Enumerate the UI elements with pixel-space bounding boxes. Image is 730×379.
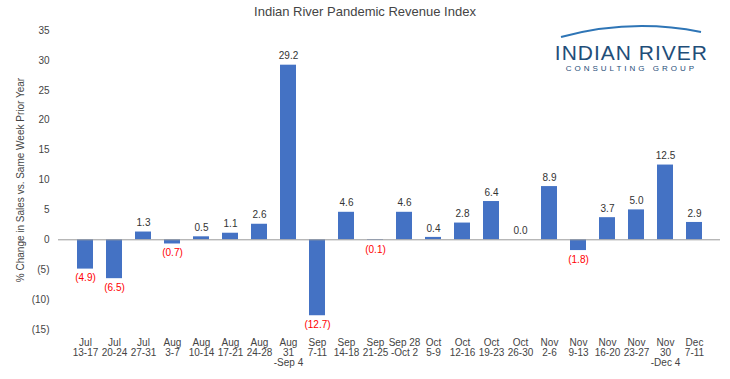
svg-text:1.3: 1.3 bbox=[137, 217, 151, 228]
svg-text:Jul13-17: Jul13-17 bbox=[73, 337, 99, 358]
svg-text:Aug31-Sep 4: Aug31-Sep 4 bbox=[274, 337, 304, 368]
svg-text:Nov9-13: Nov9-13 bbox=[568, 337, 588, 358]
svg-text:(0.1): (0.1) bbox=[365, 244, 386, 255]
svg-text:(15): (15) bbox=[32, 324, 50, 335]
svg-text:(10): (10) bbox=[32, 294, 50, 305]
svg-text:2.8: 2.8 bbox=[456, 208, 470, 219]
svg-text:15: 15 bbox=[38, 144, 50, 155]
svg-text:(12.7): (12.7) bbox=[304, 319, 330, 330]
svg-text:2.9: 2.9 bbox=[688, 208, 702, 219]
svg-text:% Change in Sales vs. Same Wee: % Change in Sales vs. Same Week Prior Ye… bbox=[15, 77, 26, 282]
svg-text:Jul27-31: Jul27-31 bbox=[131, 337, 157, 358]
svg-text:0.4: 0.4 bbox=[427, 223, 441, 234]
svg-text:Sep21-25: Sep21-25 bbox=[363, 337, 389, 358]
svg-text:Nov16-20: Nov16-20 bbox=[595, 337, 621, 358]
svg-text:3.7: 3.7 bbox=[601, 203, 615, 214]
svg-text:Sep7-11: Sep7-11 bbox=[308, 337, 328, 358]
svg-text:(1.8): (1.8) bbox=[568, 254, 589, 265]
svg-text:0.5: 0.5 bbox=[195, 222, 209, 233]
svg-text:6.4: 6.4 bbox=[485, 187, 499, 198]
svg-text:29.2: 29.2 bbox=[279, 50, 299, 61]
html-text:CONSULTING GROUP: CONSULTING GROUP bbox=[565, 64, 698, 73]
svg-text:30: 30 bbox=[38, 55, 50, 66]
svg-text:Oct26-30: Oct26-30 bbox=[508, 337, 534, 358]
svg-text:Nov2-6: Nov2-6 bbox=[541, 337, 559, 358]
svg-text:10: 10 bbox=[38, 174, 50, 185]
svg-text:20: 20 bbox=[38, 114, 50, 125]
html-text:Indian River Pandemic Revenue: Indian River Pandemic Revenue Index bbox=[254, 4, 476, 19]
svg-text:0.0: 0.0 bbox=[514, 225, 528, 236]
svg-text:4.6: 4.6 bbox=[398, 197, 412, 208]
svg-text:Aug24-28: Aug24-28 bbox=[247, 337, 273, 358]
svg-text:Oct12-16: Oct12-16 bbox=[450, 337, 476, 358]
svg-text:25: 25 bbox=[38, 85, 50, 96]
svg-text:4.6: 4.6 bbox=[340, 197, 354, 208]
html-text:INDIAN RIVER: INDIAN RIVER bbox=[554, 41, 708, 64]
svg-text:Aug17-21: Aug17-21 bbox=[218, 337, 244, 358]
svg-text:2.6: 2.6 bbox=[253, 209, 267, 220]
svg-text:5: 5 bbox=[44, 204, 50, 215]
svg-text:(5): (5) bbox=[37, 264, 49, 275]
svg-text:35: 35 bbox=[38, 25, 50, 36]
svg-text:Oct5-9: Oct5-9 bbox=[426, 337, 442, 358]
svg-text:12.5: 12.5 bbox=[656, 150, 676, 161]
svg-text:Sep 28-Oct 2: Sep 28-Oct 2 bbox=[389, 337, 421, 358]
svg-text:Dec7-11: Dec7-11 bbox=[685, 337, 705, 358]
svg-text:8.9: 8.9 bbox=[543, 172, 557, 183]
svg-text:0: 0 bbox=[44, 234, 50, 245]
svg-text:(0.7): (0.7) bbox=[162, 247, 183, 258]
svg-text:Jul20-24: Jul20-24 bbox=[102, 337, 128, 358]
svg-text:Nov30-Dec 4: Nov30-Dec 4 bbox=[651, 337, 681, 368]
svg-text:Sep14-18: Sep14-18 bbox=[334, 337, 360, 358]
svg-text:Aug10-14: Aug10-14 bbox=[189, 337, 215, 358]
svg-text:Oct19-23: Oct19-23 bbox=[479, 337, 505, 358]
svg-text:Nov23-27: Nov23-27 bbox=[624, 337, 650, 358]
svg-text:(6.5): (6.5) bbox=[104, 282, 125, 293]
svg-text:(4.9): (4.9) bbox=[75, 272, 96, 283]
svg-text:5.0: 5.0 bbox=[630, 195, 644, 206]
svg-text:Aug3-7: Aug3-7 bbox=[164, 337, 182, 358]
svg-text:1.1: 1.1 bbox=[224, 218, 238, 229]
